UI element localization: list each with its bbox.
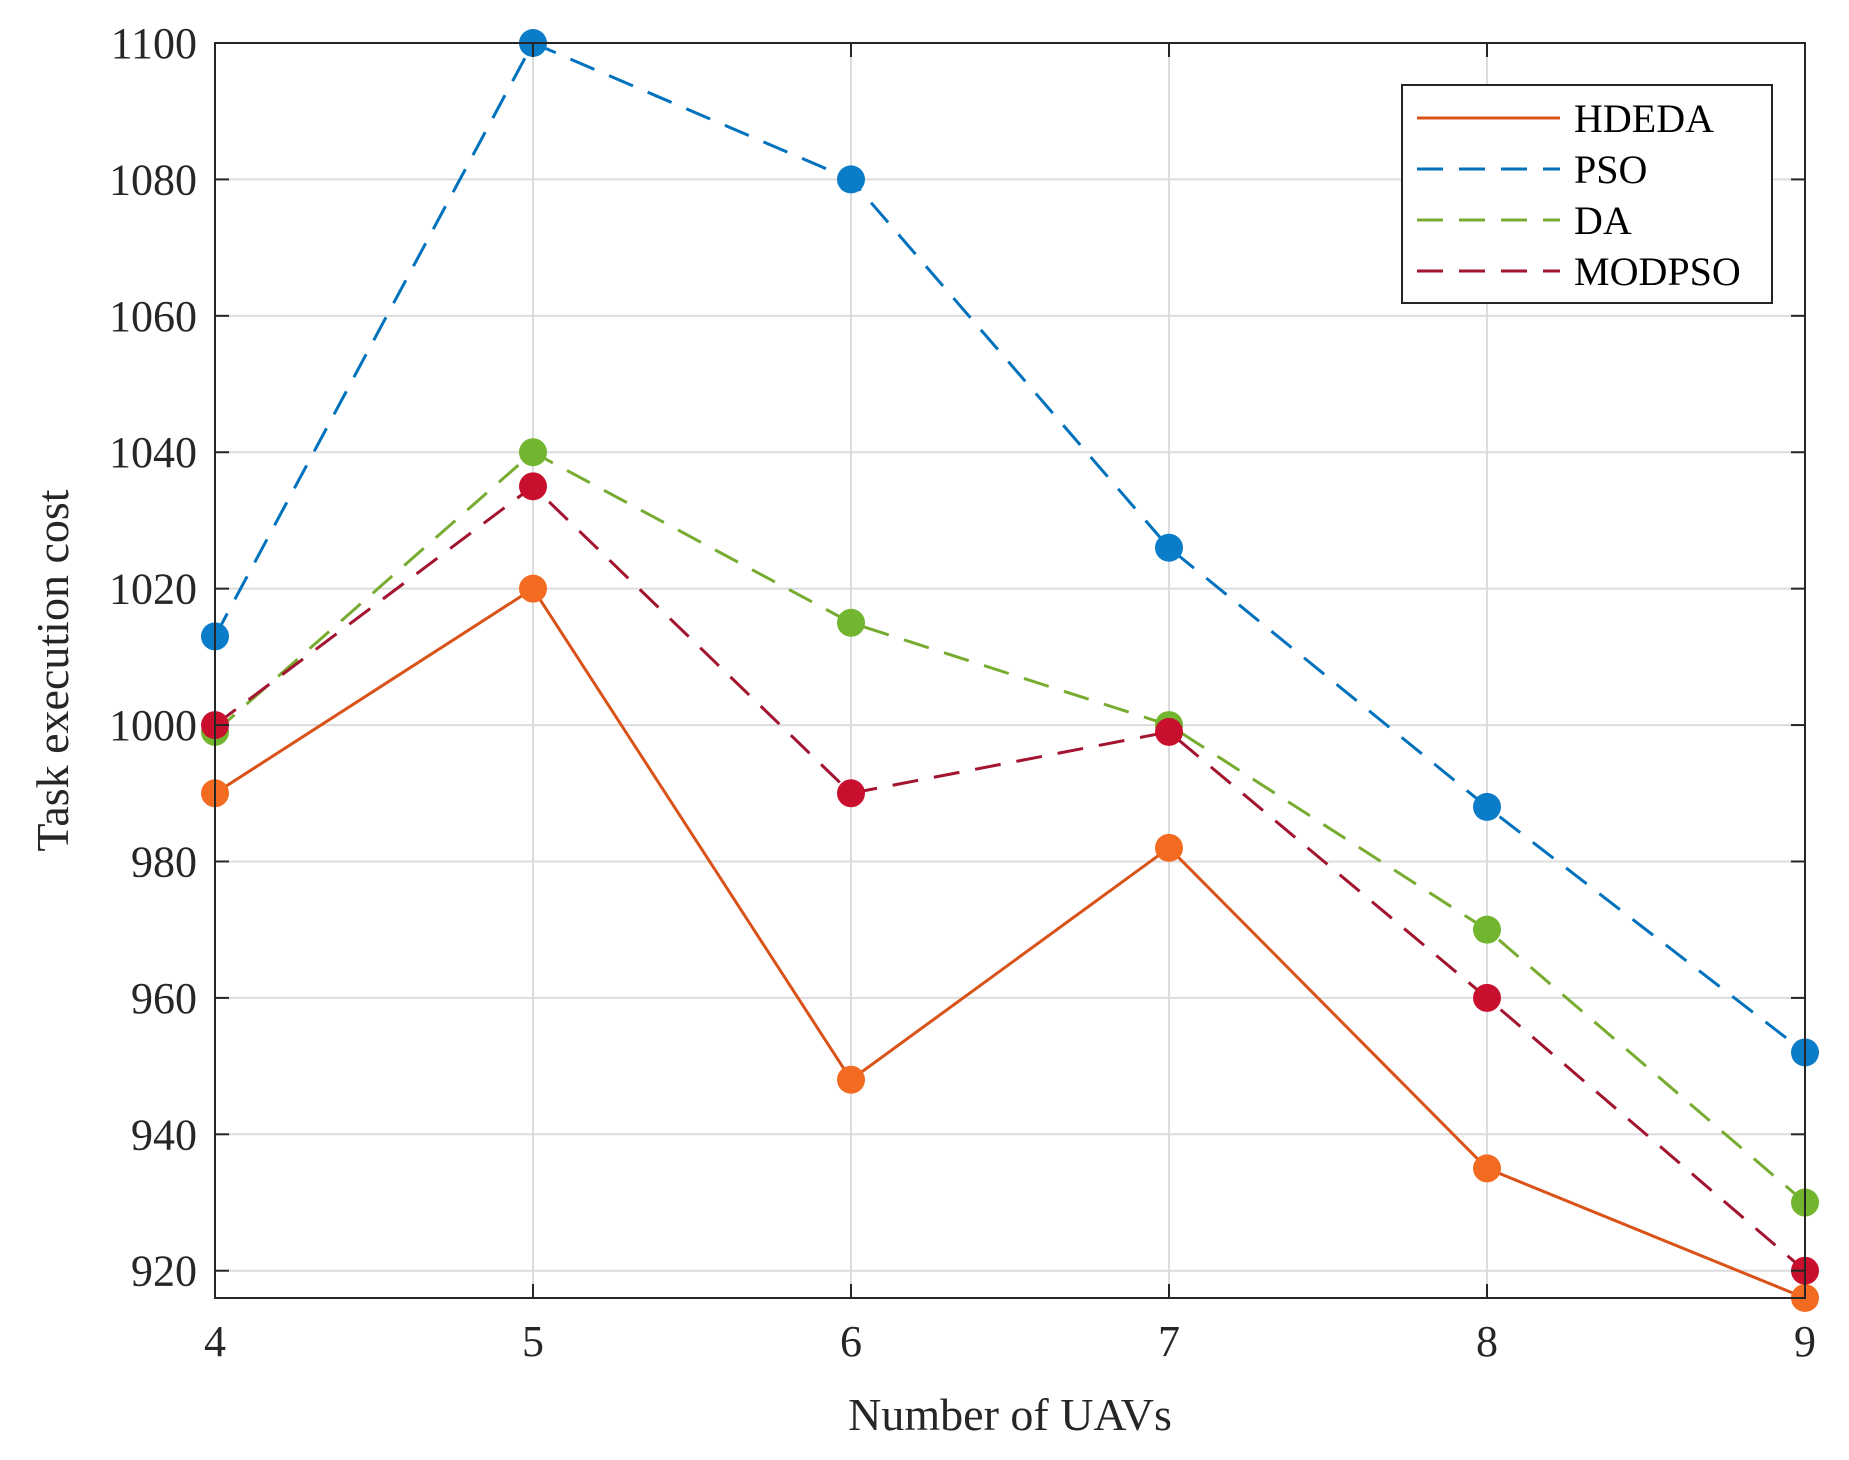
legend-item-da[interactable]: DA [1417, 198, 1632, 243]
x-tick-label: 7 [1158, 1317, 1180, 1366]
data-point [1155, 533, 1183, 562]
series-line [214, 587, 1806, 1300]
x-tick-label: 9 [1794, 1317, 1816, 1366]
data-point [519, 438, 547, 467]
data-point [837, 608, 865, 637]
data-point [519, 574, 547, 603]
y-tick-label: 960 [131, 974, 197, 1023]
data-point [837, 779, 865, 808]
legend-label: PSO [1574, 147, 1647, 192]
data-point [1155, 717, 1183, 746]
data-point [1473, 983, 1501, 1012]
legend[interactable]: HDEDA PSO DA MODPSO [1401, 84, 1773, 304]
y-tick-label: 920 [131, 1247, 197, 1296]
data-point [837, 1065, 865, 1094]
data-point [519, 472, 547, 501]
legend-item-modpso[interactable]: MODPSO [1417, 249, 1741, 294]
y-tick-label: 940 [131, 1110, 197, 1159]
y-tick-label: 980 [131, 837, 197, 886]
y-tick-label: 1040 [109, 428, 197, 477]
data-point [1473, 1154, 1501, 1183]
data-point [837, 165, 865, 194]
legend-box [1401, 84, 1773, 304]
legend-item-hdeda[interactable]: HDEDA [1417, 96, 1714, 141]
series-line [213, 41, 1806, 1054]
series-layer [201, 29, 1819, 1312]
series-line [214, 450, 1806, 1204]
data-point [1155, 833, 1183, 862]
x-tick-label: 4 [204, 1317, 226, 1366]
legend-label: MODPSO [1574, 249, 1741, 294]
y-tick-label: 1020 [109, 565, 197, 614]
series-pso [201, 29, 1819, 1067]
y-tick-label: 1060 [109, 292, 197, 341]
x-axis-title: Number of UAVs [848, 1389, 1172, 1440]
data-point [1473, 792, 1501, 821]
x-tick-label: 5 [522, 1317, 544, 1366]
plot-frame [214, 42, 1806, 1299]
x-tick-label: 6 [840, 1317, 862, 1366]
legend-label: HDEDA [1574, 96, 1714, 141]
data-point [1473, 915, 1501, 944]
series-line [214, 484, 1806, 1272]
legend-item-pso[interactable]: PSO [1417, 147, 1647, 192]
axis-ticks: 4 5 6 7 8 9 920 940 960 980 1000 1020 1040 1060 1080 11… [109, 19, 1816, 1366]
y-tick-label: 1000 [109, 701, 197, 750]
x-tick-label: 8 [1476, 1317, 1498, 1366]
grid [214, 42, 1806, 1298]
y-tick-label: 1080 [109, 155, 197, 204]
legend-label: DA [1574, 198, 1632, 243]
y-axis-title: Task execution cost [27, 489, 78, 851]
y-tick-label: 1100 [111, 19, 197, 68]
